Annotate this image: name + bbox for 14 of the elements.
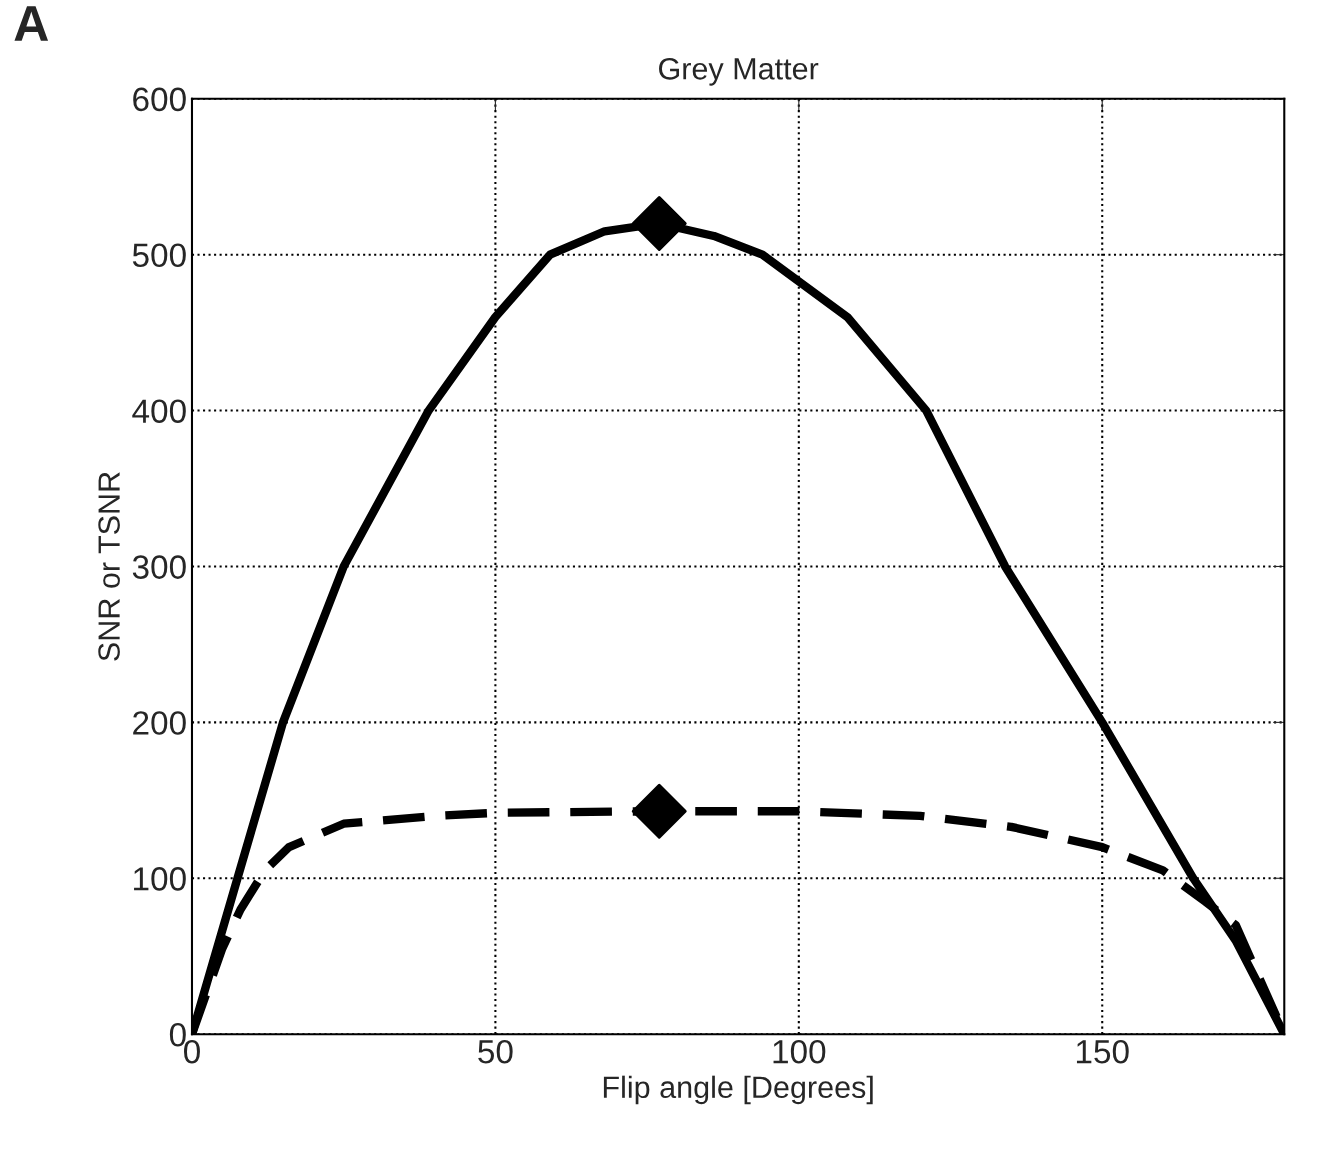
text: A bbox=[14, 6, 49, 41]
y-tick-label: 400 bbox=[132, 399, 186, 423]
chart-title: Grey Matter bbox=[659, 57, 819, 86]
x-tick-label: 100 bbox=[773, 1039, 826, 1064]
y-tick-label: 100 bbox=[134, 867, 186, 891]
y-tick-label: 500 bbox=[132, 243, 186, 268]
y-tick-label: 600 bbox=[133, 87, 186, 112]
x-axis-title: Flip angle [Degrees] bbox=[603, 1075, 873, 1105]
x-tick-label: 150 bbox=[1076, 1039, 1129, 1064]
x-tick-label: 50 bbox=[478, 1039, 513, 1064]
y-tick-label: 300 bbox=[132, 555, 186, 579]
y-tick-label: 200 bbox=[133, 711, 186, 735]
y-tick-label: 0 bbox=[169, 1022, 186, 1047]
y-axis-title: SNR or TSNR bbox=[98, 472, 120, 661]
